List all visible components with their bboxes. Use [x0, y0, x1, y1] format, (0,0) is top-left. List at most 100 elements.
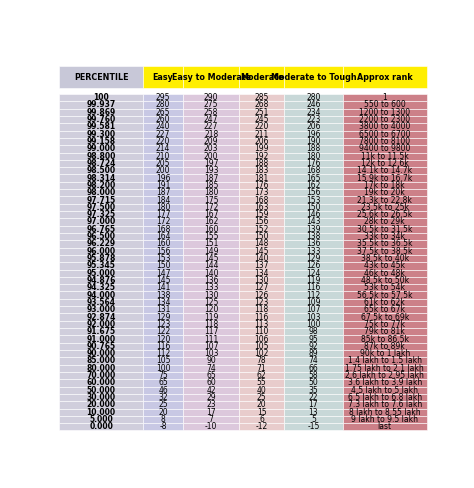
Bar — [343, 401, 427, 408]
Bar — [143, 423, 183, 430]
Text: 210: 210 — [156, 152, 170, 161]
Text: 98.500: 98.500 — [87, 166, 116, 175]
Text: 37.5k to 38.5k: 37.5k to 38.5k — [357, 247, 412, 256]
Bar — [59, 284, 143, 291]
Bar — [143, 357, 183, 365]
Bar — [183, 240, 239, 247]
Bar — [183, 131, 239, 138]
Bar — [59, 343, 143, 350]
Bar — [59, 138, 143, 145]
Bar — [143, 109, 183, 116]
Text: 118: 118 — [255, 305, 269, 314]
Bar — [284, 284, 343, 291]
Bar — [59, 408, 143, 416]
Bar — [143, 182, 183, 189]
Bar — [183, 182, 239, 189]
Text: 99.937: 99.937 — [86, 101, 116, 109]
Bar — [143, 174, 183, 182]
Text: 145: 145 — [156, 276, 170, 285]
Text: 149: 149 — [204, 247, 219, 256]
Text: 275: 275 — [204, 101, 219, 109]
Bar — [284, 401, 343, 408]
Bar — [143, 350, 183, 357]
Text: 180: 180 — [306, 152, 320, 161]
Text: 7.3 lakh to 7.6 lakh: 7.3 lakh to 7.6 lakh — [347, 400, 422, 409]
Text: 129: 129 — [306, 254, 320, 263]
Text: 97.325: 97.325 — [87, 210, 116, 219]
Text: 28k to 29k: 28k to 29k — [365, 218, 405, 226]
Bar — [239, 131, 284, 138]
Bar — [239, 423, 284, 430]
Text: 190: 190 — [306, 137, 321, 146]
Bar — [183, 247, 239, 255]
Text: 29: 29 — [206, 393, 216, 402]
Bar — [183, 174, 239, 182]
Text: 145: 145 — [204, 254, 219, 263]
Text: 137: 137 — [254, 262, 269, 270]
Bar — [143, 102, 183, 109]
Bar — [143, 379, 183, 386]
Text: 79k to 81k: 79k to 81k — [365, 327, 405, 336]
Bar — [183, 203, 239, 211]
Bar — [343, 123, 427, 131]
Bar — [59, 116, 143, 123]
Bar — [183, 306, 239, 313]
Bar — [143, 189, 183, 196]
Bar — [143, 262, 183, 269]
Bar — [59, 203, 143, 211]
Bar — [284, 262, 343, 269]
Bar — [143, 291, 183, 299]
Bar — [239, 109, 284, 116]
Bar — [183, 145, 239, 152]
Bar — [143, 394, 183, 401]
Bar — [284, 335, 343, 343]
Bar — [59, 401, 143, 408]
Text: 66: 66 — [309, 364, 319, 373]
Text: 1: 1 — [383, 93, 387, 102]
Bar — [59, 386, 143, 394]
Bar — [59, 357, 143, 365]
Text: 97.000: 97.000 — [86, 218, 116, 226]
Text: 95.000: 95.000 — [87, 269, 116, 278]
Text: 280: 280 — [306, 93, 320, 102]
Bar — [284, 277, 343, 284]
Bar — [59, 299, 143, 306]
Text: 140: 140 — [204, 269, 219, 278]
Bar — [343, 343, 427, 350]
Text: 197: 197 — [204, 159, 219, 168]
Text: 151: 151 — [204, 240, 219, 248]
Text: Approx rank: Approx rank — [357, 73, 413, 81]
Text: 188: 188 — [306, 144, 320, 153]
Text: 90.765: 90.765 — [87, 342, 116, 351]
Text: 95.345: 95.345 — [87, 262, 116, 270]
Text: 78: 78 — [257, 356, 266, 366]
Bar — [343, 255, 427, 262]
Bar — [239, 123, 284, 131]
Text: 159: 159 — [254, 210, 269, 219]
Bar — [183, 313, 239, 321]
Text: 99.760: 99.760 — [86, 115, 116, 124]
Bar — [343, 357, 427, 365]
Bar — [343, 240, 427, 247]
Text: 12k to 12.6k: 12k to 12.6k — [361, 159, 409, 168]
Bar — [183, 379, 239, 386]
Text: 99.300: 99.300 — [87, 130, 116, 139]
Text: 67.5k to 69k: 67.5k to 69k — [361, 313, 409, 322]
Text: 163: 163 — [254, 203, 269, 212]
Text: 23: 23 — [206, 400, 216, 409]
Text: 155: 155 — [204, 232, 219, 241]
Bar — [143, 211, 183, 218]
Text: 172: 172 — [156, 218, 170, 226]
Text: 125: 125 — [204, 298, 219, 307]
Text: 240: 240 — [156, 122, 170, 131]
Text: 152: 152 — [255, 225, 269, 234]
Text: 109: 109 — [306, 298, 321, 307]
Text: 50: 50 — [309, 378, 319, 387]
Text: 85.000: 85.000 — [87, 356, 116, 366]
Text: 180: 180 — [156, 203, 170, 212]
Text: 129: 129 — [156, 313, 170, 322]
Bar — [183, 365, 239, 372]
Text: 139: 139 — [306, 225, 321, 234]
Text: 23.5k to 25k: 23.5k to 25k — [361, 203, 409, 212]
Bar — [284, 189, 343, 196]
